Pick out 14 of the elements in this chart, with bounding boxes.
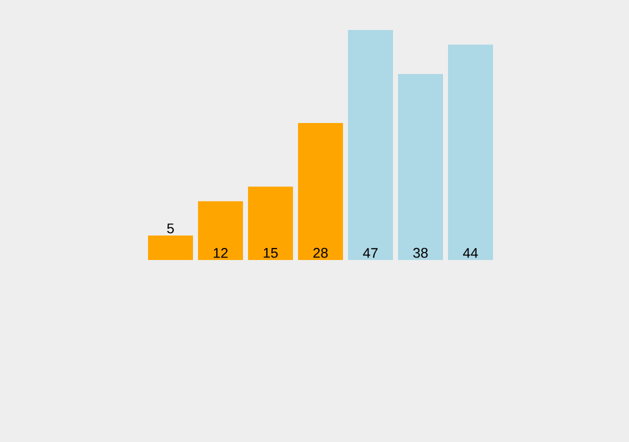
data-label: 44	[463, 248, 478, 258]
data-label: 28	[313, 248, 328, 258]
data-label: 12	[214, 248, 228, 258]
bar	[448, 44, 493, 260]
bar	[148, 236, 193, 260]
data-label: 47	[363, 248, 378, 258]
bar	[248, 186, 293, 260]
data-label: 15	[264, 248, 278, 258]
bar	[398, 74, 443, 260]
bar	[198, 201, 243, 260]
bar	[348, 30, 393, 260]
data-label: 38	[413, 248, 428, 258]
data-label: 5	[167, 224, 174, 234]
bar	[298, 122, 343, 260]
